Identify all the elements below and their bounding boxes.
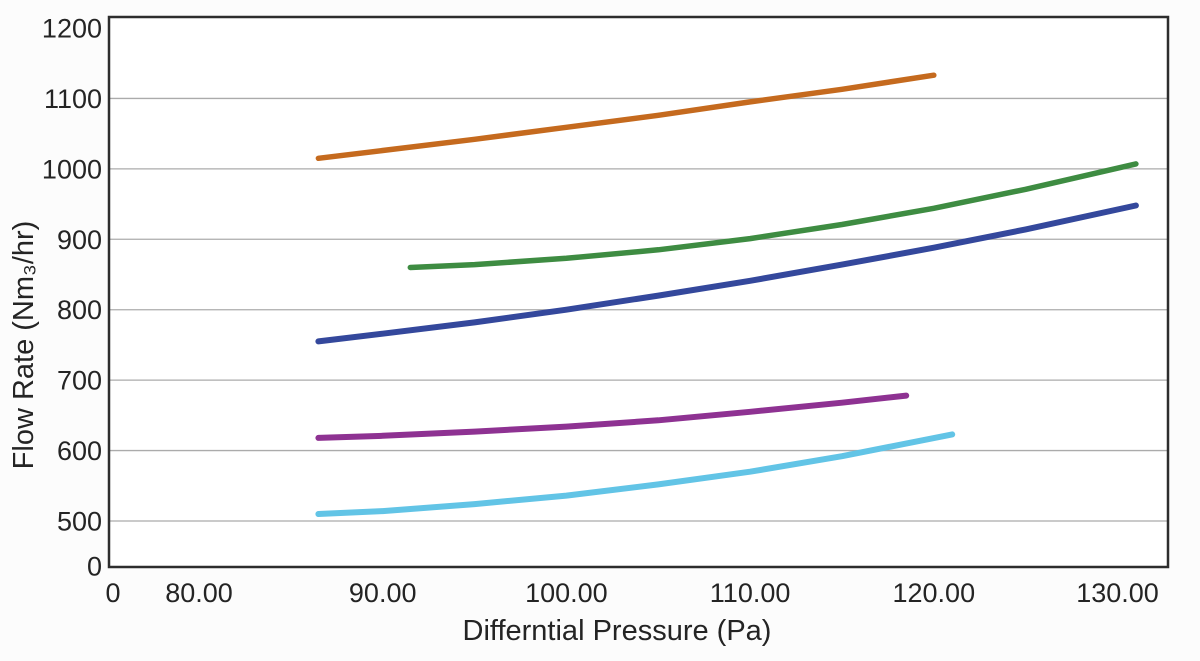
curve-orange xyxy=(315,72,937,162)
gridlines xyxy=(110,97,1167,522)
y-axis-tick-labels: 0 500 600 700 800 900 1000 1100 1200 xyxy=(42,13,102,581)
x-tick-label-100.00: 100.00 xyxy=(525,578,608,608)
y-tick-label-1000: 1000 xyxy=(42,154,102,184)
y-tick-label-600: 600 xyxy=(57,436,102,466)
y-tick-label-1200: 1200 xyxy=(42,13,102,43)
y-axis-title: Flow Rate (Nm₃/hr) xyxy=(8,221,40,470)
curve-purple xyxy=(315,392,910,441)
curve-green xyxy=(407,161,1139,271)
y-tick-label-900: 900 xyxy=(57,225,102,255)
x-tick-label-130.00: 130.00 xyxy=(1076,578,1159,608)
x-tick-label-80.00: 80.00 xyxy=(165,578,233,608)
y-tick-label-800: 800 xyxy=(57,295,102,325)
x-tick-label-110.00: 110.00 xyxy=(710,578,791,608)
series-lines xyxy=(315,72,1139,517)
x-axis-title: Differntial Pressure (Pa) xyxy=(463,615,772,647)
y-tick-label-500: 500 xyxy=(57,507,102,537)
x-tick-label-120.00: 120.00 xyxy=(893,578,976,608)
y-tick-label-0: 0 xyxy=(87,552,102,582)
y-tick-label-700: 700 xyxy=(57,366,102,396)
curve-light-blue xyxy=(315,431,956,517)
y-tick-label-1100: 1100 xyxy=(44,84,102,114)
x-axis-tick-labels: 0 80.00 90.00 100.00 110.00 120.00 130.00 xyxy=(105,578,1158,608)
x-tick-label-0: 0 xyxy=(105,578,120,608)
x-tick-label-90.00: 90.00 xyxy=(349,578,417,608)
curve-dark-blue xyxy=(315,202,1139,345)
plot-frame xyxy=(107,15,1170,569)
plot-area xyxy=(109,17,1168,567)
